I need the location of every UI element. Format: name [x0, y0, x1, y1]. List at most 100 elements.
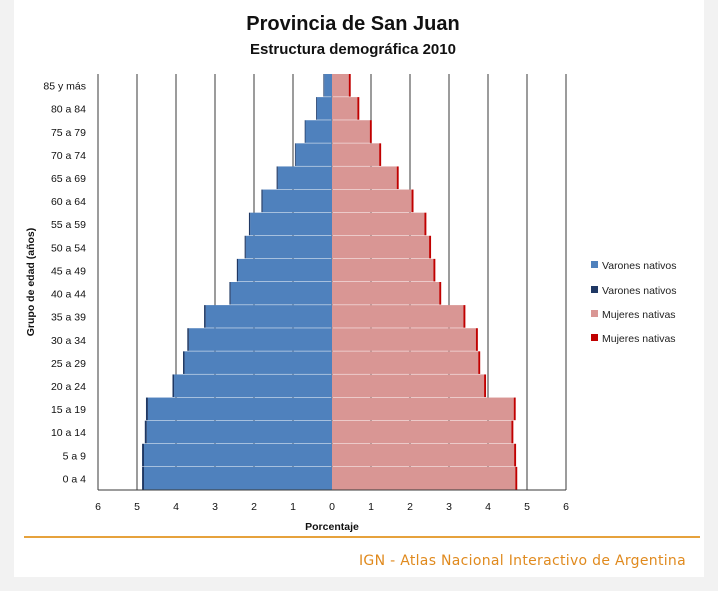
bar-mujeres-nativas-dark	[429, 235, 432, 259]
y-tick-labels: 0 a 4 5 a 9 10 a 14 15 a 19 20 a 24 25 a 29 30…	[43, 81, 86, 486]
bar-mujeres-nativas-dark	[379, 143, 382, 166]
x-tick-label: 5	[524, 501, 530, 513]
population-pyramid-chart: Provincia de San Juan Estructura demográ…	[25, 13, 677, 533]
bar-mujeres-nativas-dark	[396, 166, 399, 190]
bar-mujeres-nativas-dark	[511, 420, 514, 444]
bar-mujeres-nativas-dark	[515, 466, 518, 490]
bar-varones-nativos-dark	[304, 120, 306, 143]
legend-label: Varones nativos	[602, 285, 677, 297]
bar-mujeres-nativas-dark	[433, 258, 436, 282]
bar-varones-nativos	[238, 258, 332, 282]
x-tick-label: 6	[563, 501, 569, 513]
bar-mujeres-nativas	[332, 351, 479, 374]
y-tick-label: 50 a 54	[51, 242, 86, 254]
bar-mujeres-nativas-dark	[463, 305, 466, 328]
footer-credit: IGN - Atlas Nacional Interactivo de Arge…	[359, 553, 686, 569]
legend-swatch	[591, 310, 598, 317]
bar-mujeres-nativas-dark	[411, 189, 414, 213]
y-tick-label: 25 a 29	[51, 358, 86, 370]
x-tick-label: 4	[485, 501, 491, 513]
legend-swatch	[591, 286, 598, 293]
bar-varones-nativos	[245, 235, 332, 259]
x-tick-label: 5	[134, 501, 140, 513]
bar-mujeres-nativas	[332, 166, 397, 190]
y-tick-label: 20 a 24	[51, 381, 86, 393]
bar-varones-nativos-dark	[244, 235, 246, 259]
y-tick-label: 45 a 49	[51, 265, 86, 277]
bar-mujeres-nativas	[332, 420, 512, 444]
chart-card: Provincia de San Juan Estructura demográ…	[14, 0, 704, 577]
bar-varones-nativos-dark	[144, 420, 147, 444]
footer-divider	[24, 536, 700, 538]
bar-mujeres-nativas	[332, 97, 358, 120]
x-tick-label: 3	[446, 501, 452, 513]
x-tick-label: 2	[251, 501, 257, 513]
bar-varones-nativos-dark	[183, 351, 185, 374]
x-tick-label: 0	[329, 501, 335, 513]
bar-varones-nativos-dark	[142, 443, 145, 467]
x-tick-label: 1	[368, 501, 374, 513]
bar-mujeres-nativas	[332, 397, 514, 421]
y-tick-label: 85 y más	[43, 81, 86, 93]
bar-varones-nativos-dark	[248, 212, 251, 236]
bar-mujeres-nativas-dark	[439, 282, 442, 305]
bar-mujeres-nativas	[332, 305, 464, 328]
y-tick-label: 60 a 64	[51, 196, 86, 208]
bar-varones-nativos-dark	[261, 189, 263, 213]
x-tick-label: 4	[173, 501, 179, 513]
x-tick-label: 1	[290, 501, 296, 513]
bar-mujeres-nativas-dark	[424, 212, 427, 236]
x-tick-label: 6	[95, 501, 101, 513]
legend-label: Mujeres nativas	[602, 309, 676, 321]
bar-varones-nativos-dark	[204, 305, 206, 328]
y-tick-label: 30 a 34	[51, 335, 86, 347]
y-tick-label: 5 a 9	[63, 450, 87, 462]
y-tick-label: 15 a 19	[51, 404, 86, 416]
y-axis-title: Grupo de edad (años)	[25, 228, 37, 337]
bar-varones-nativos	[147, 397, 332, 421]
bar-mujeres-nativas	[332, 374, 485, 398]
bar-varones-nativos	[230, 282, 332, 305]
bar-mujeres-nativas	[332, 235, 430, 259]
y-tick-label: 10 a 14	[51, 427, 86, 439]
legend: Varones nativos Varones nativos Mujeres na…	[591, 260, 677, 345]
bar-varones-nativos	[262, 189, 332, 213]
y-tick-label: 40 a 44	[51, 289, 86, 301]
bar-varones-nativos-dark	[316, 97, 317, 120]
bar-mujeres-nativas-dark	[369, 120, 372, 143]
bar-mujeres-nativas-dark	[475, 328, 478, 351]
y-tick-label: 65 a 69	[51, 173, 86, 185]
x-axis-title: Porcentaje	[305, 521, 359, 533]
bar-varones-nativos	[324, 74, 332, 97]
chart-subtitle: Estructura demográfica 2010	[250, 41, 456, 58]
x-tick-labels: 6 5 4 3 2 1 0 1 2 3 4 5 6	[95, 501, 569, 513]
bar-mujeres-nativas	[332, 328, 476, 351]
bar-varones-nativos-dark	[172, 374, 175, 398]
bar-mujeres-nativas	[332, 282, 440, 305]
y-tick-label: 80 a 84	[51, 104, 86, 116]
bar-mujeres-nativas-dark	[514, 443, 517, 467]
legend-label: Varones nativos	[602, 260, 677, 272]
y-tick-label: 55 a 59	[51, 219, 86, 231]
y-tick-label: 70 a 74	[51, 150, 86, 162]
bar-mujeres-nativas-dark	[357, 97, 360, 120]
bar-mujeres-nativas	[332, 212, 425, 236]
bar-mujeres-nativas-dark	[478, 351, 481, 374]
bar-mujeres-nativas	[332, 443, 515, 467]
bar-varones-nativos	[146, 420, 332, 444]
bar-varones-nativos	[144, 466, 332, 490]
bar-varones-nativos-dark	[294, 143, 296, 166]
bar-varones-nativos	[205, 305, 332, 328]
bar-varones-nativos-dark	[145, 397, 148, 421]
legend-label: Mujeres nativas	[602, 333, 676, 345]
y-tick-label: 35 a 39	[51, 312, 86, 324]
bar-varones-nativos-dark	[187, 328, 189, 351]
bar-varones-nativos-dark	[229, 282, 231, 305]
bar-mujeres-nativas-dark	[348, 74, 351, 97]
bar-varones-nativos	[316, 97, 332, 120]
bars	[142, 74, 518, 490]
bar-varones-nativos	[295, 143, 332, 166]
legend-swatch	[591, 261, 598, 268]
bar-mujeres-nativas	[332, 74, 349, 97]
bar-varones-nativos	[188, 328, 332, 351]
